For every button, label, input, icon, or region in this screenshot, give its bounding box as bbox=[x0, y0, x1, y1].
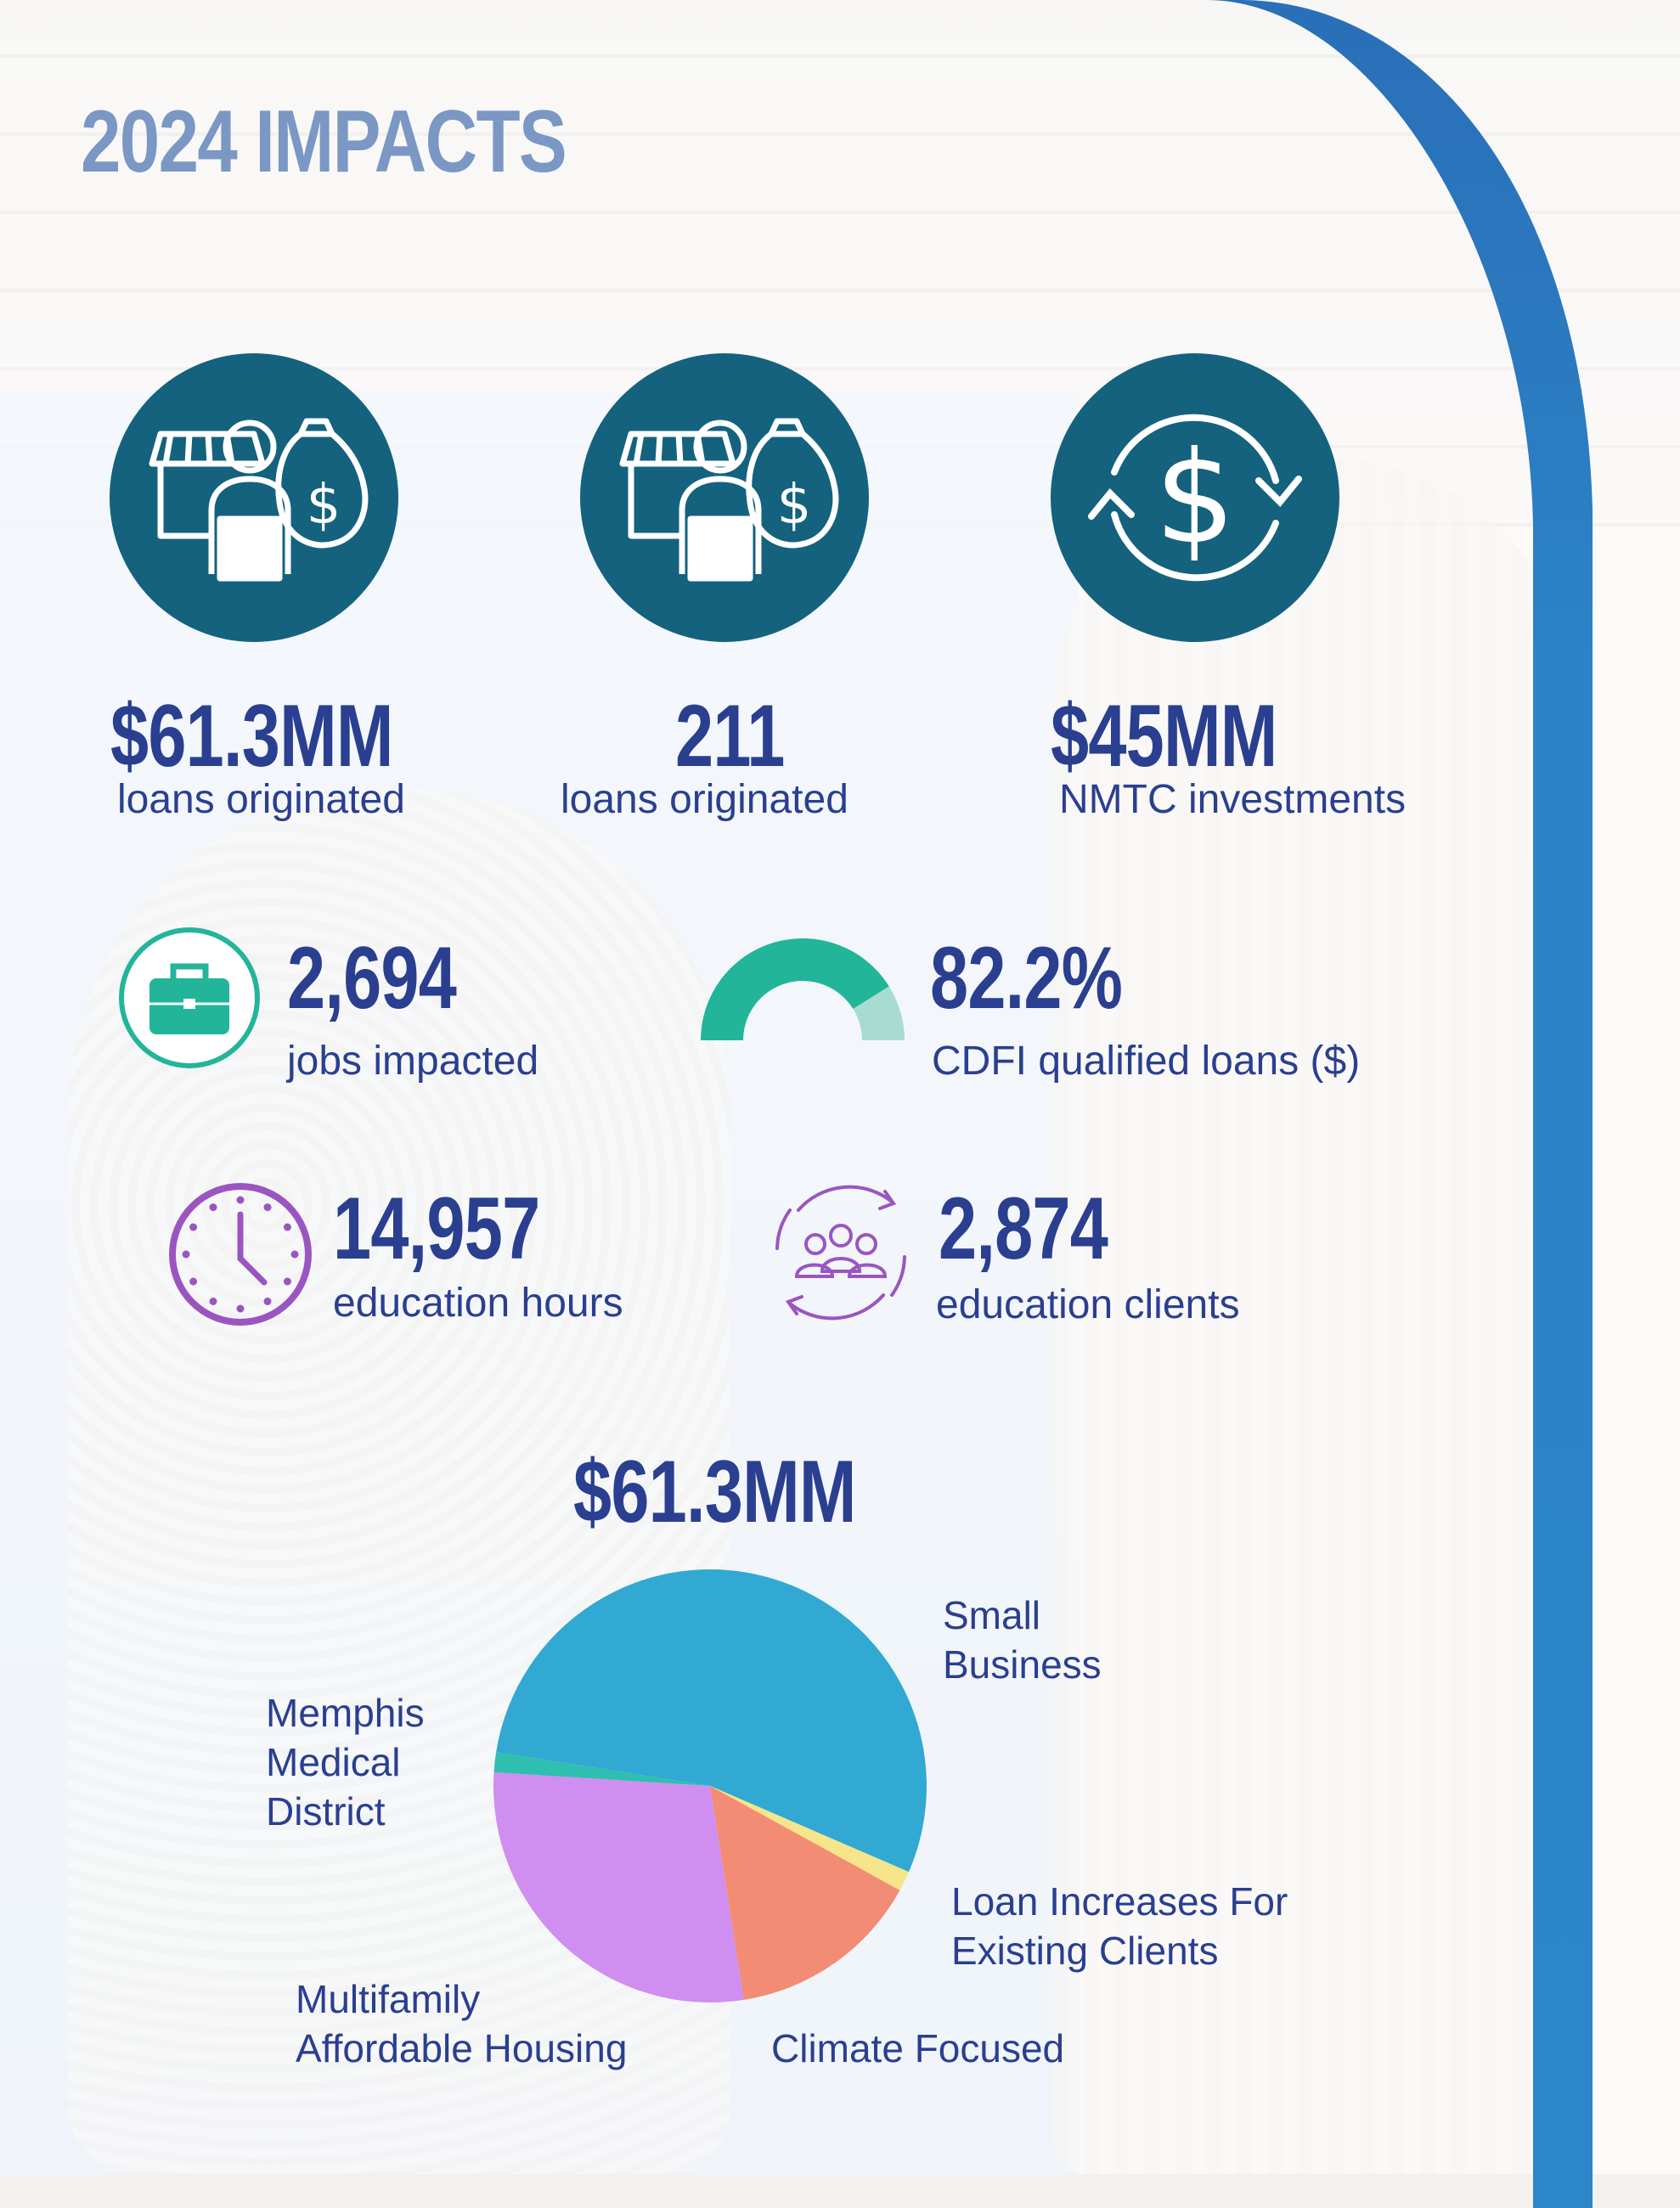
group-cycle-icon bbox=[775, 1185, 906, 1321]
stat-label-jobs: jobs impacted bbox=[287, 1039, 539, 1084]
storefront-owner-money-icon: $ bbox=[110, 353, 398, 642]
pie-label-small-business-line1: Small bbox=[943, 1593, 1041, 1637]
stat-value-loans-count: 211 bbox=[675, 687, 785, 786]
clock-tick bbox=[209, 1203, 217, 1212]
pie-label-multifamily-line2: Affordable Housing bbox=[296, 2026, 628, 2070]
pie-slice-climate-focused bbox=[710, 1786, 900, 2000]
clock-tick bbox=[263, 1203, 272, 1212]
clock-tick bbox=[290, 1250, 299, 1259]
stat-label-edu-hours: education hours bbox=[333, 1281, 623, 1326]
chart-title: $61.3MM bbox=[573, 1443, 856, 1541]
stat-label-nmtc: NMTC investments bbox=[1059, 777, 1407, 822]
dollar-cycle-icon: $ bbox=[1051, 353, 1339, 642]
clock-tick bbox=[236, 1304, 245, 1313]
stat-value-nmtc: $45MM bbox=[1051, 687, 1277, 786]
stat-value-edu-clients: 2,874 bbox=[939, 1180, 1108, 1278]
half-gauge-icon bbox=[701, 938, 905, 1040]
gauge-fill bbox=[701, 938, 889, 1040]
stat-label-loans-count: loans originated bbox=[561, 777, 848, 822]
pie-label-multifamily-line1: Multifamily bbox=[296, 1977, 481, 2021]
pie-slice-multifamily-affordable-housing bbox=[493, 1771, 744, 2002]
pie-label-memphis-line3: District bbox=[266, 1789, 386, 1833]
stat-value-loans-dollars: $61.3MM bbox=[110, 687, 393, 786]
clock-tick bbox=[209, 1297, 217, 1305]
stat-value-edu-hours: 14,957 bbox=[333, 1180, 540, 1278]
clock-tick bbox=[182, 1250, 190, 1259]
page-title: 2024 IMPACTS bbox=[81, 93, 567, 191]
clock-tick bbox=[283, 1277, 291, 1286]
pie-slice-small-business bbox=[496, 1569, 927, 1873]
pie-label-memphis-line2: Medical bbox=[266, 1740, 401, 1784]
clock-tick bbox=[236, 1196, 245, 1204]
pie-slice-memphis-medical-district bbox=[493, 1752, 710, 1786]
clock-icon bbox=[169, 1183, 312, 1326]
pie-label-climate: Climate Focused bbox=[771, 2026, 1065, 2070]
stat-value-cdfi: 82.2% bbox=[930, 929, 1123, 1028]
clock-tick bbox=[283, 1223, 291, 1231]
blue-arc-band bbox=[900, 0, 1593, 2208]
stat-label-cdfi: CDFI qualified loans ($) bbox=[932, 1039, 1361, 1084]
storefront-owner-money-icon-2: $ bbox=[580, 353, 869, 642]
pie-slice-loan-increases-for-existing-clients bbox=[710, 1786, 910, 1890]
pie-label-loan-increases-line2: Existing Clients bbox=[951, 1929, 1219, 1973]
briefcase-icon bbox=[119, 927, 260, 1068]
pie-label-memphis: Memphis Medical District bbox=[266, 1688, 425, 1836]
pie-label-loan-increases-line1: Loan Increases For bbox=[951, 1879, 1288, 1924]
svg-text:$: $ bbox=[307, 474, 341, 537]
stat-value-jobs: 2,694 bbox=[287, 929, 457, 1028]
pie-label-multifamily: Multifamily Affordable Housing bbox=[296, 1974, 627, 2073]
stat-label-edu-clients: education clients bbox=[936, 1282, 1240, 1327]
pie-label-small-business-line2: Business bbox=[943, 1642, 1102, 1687]
clock-tick bbox=[189, 1223, 198, 1231]
pie-chart bbox=[493, 1569, 927, 2002]
svg-text:$: $ bbox=[1154, 425, 1235, 572]
pie-label-small-business: Small Business bbox=[943, 1591, 1102, 1689]
svg-text:$: $ bbox=[777, 474, 812, 537]
stat-label-loans-dollars: loans originated bbox=[117, 777, 405, 822]
clock-tick bbox=[263, 1297, 272, 1305]
pie-label-loan-increases: Loan Increases For Existing Clients bbox=[951, 1877, 1288, 1975]
pie-label-memphis-line1: Memphis bbox=[266, 1691, 425, 1735]
clock-tick bbox=[189, 1277, 198, 1286]
